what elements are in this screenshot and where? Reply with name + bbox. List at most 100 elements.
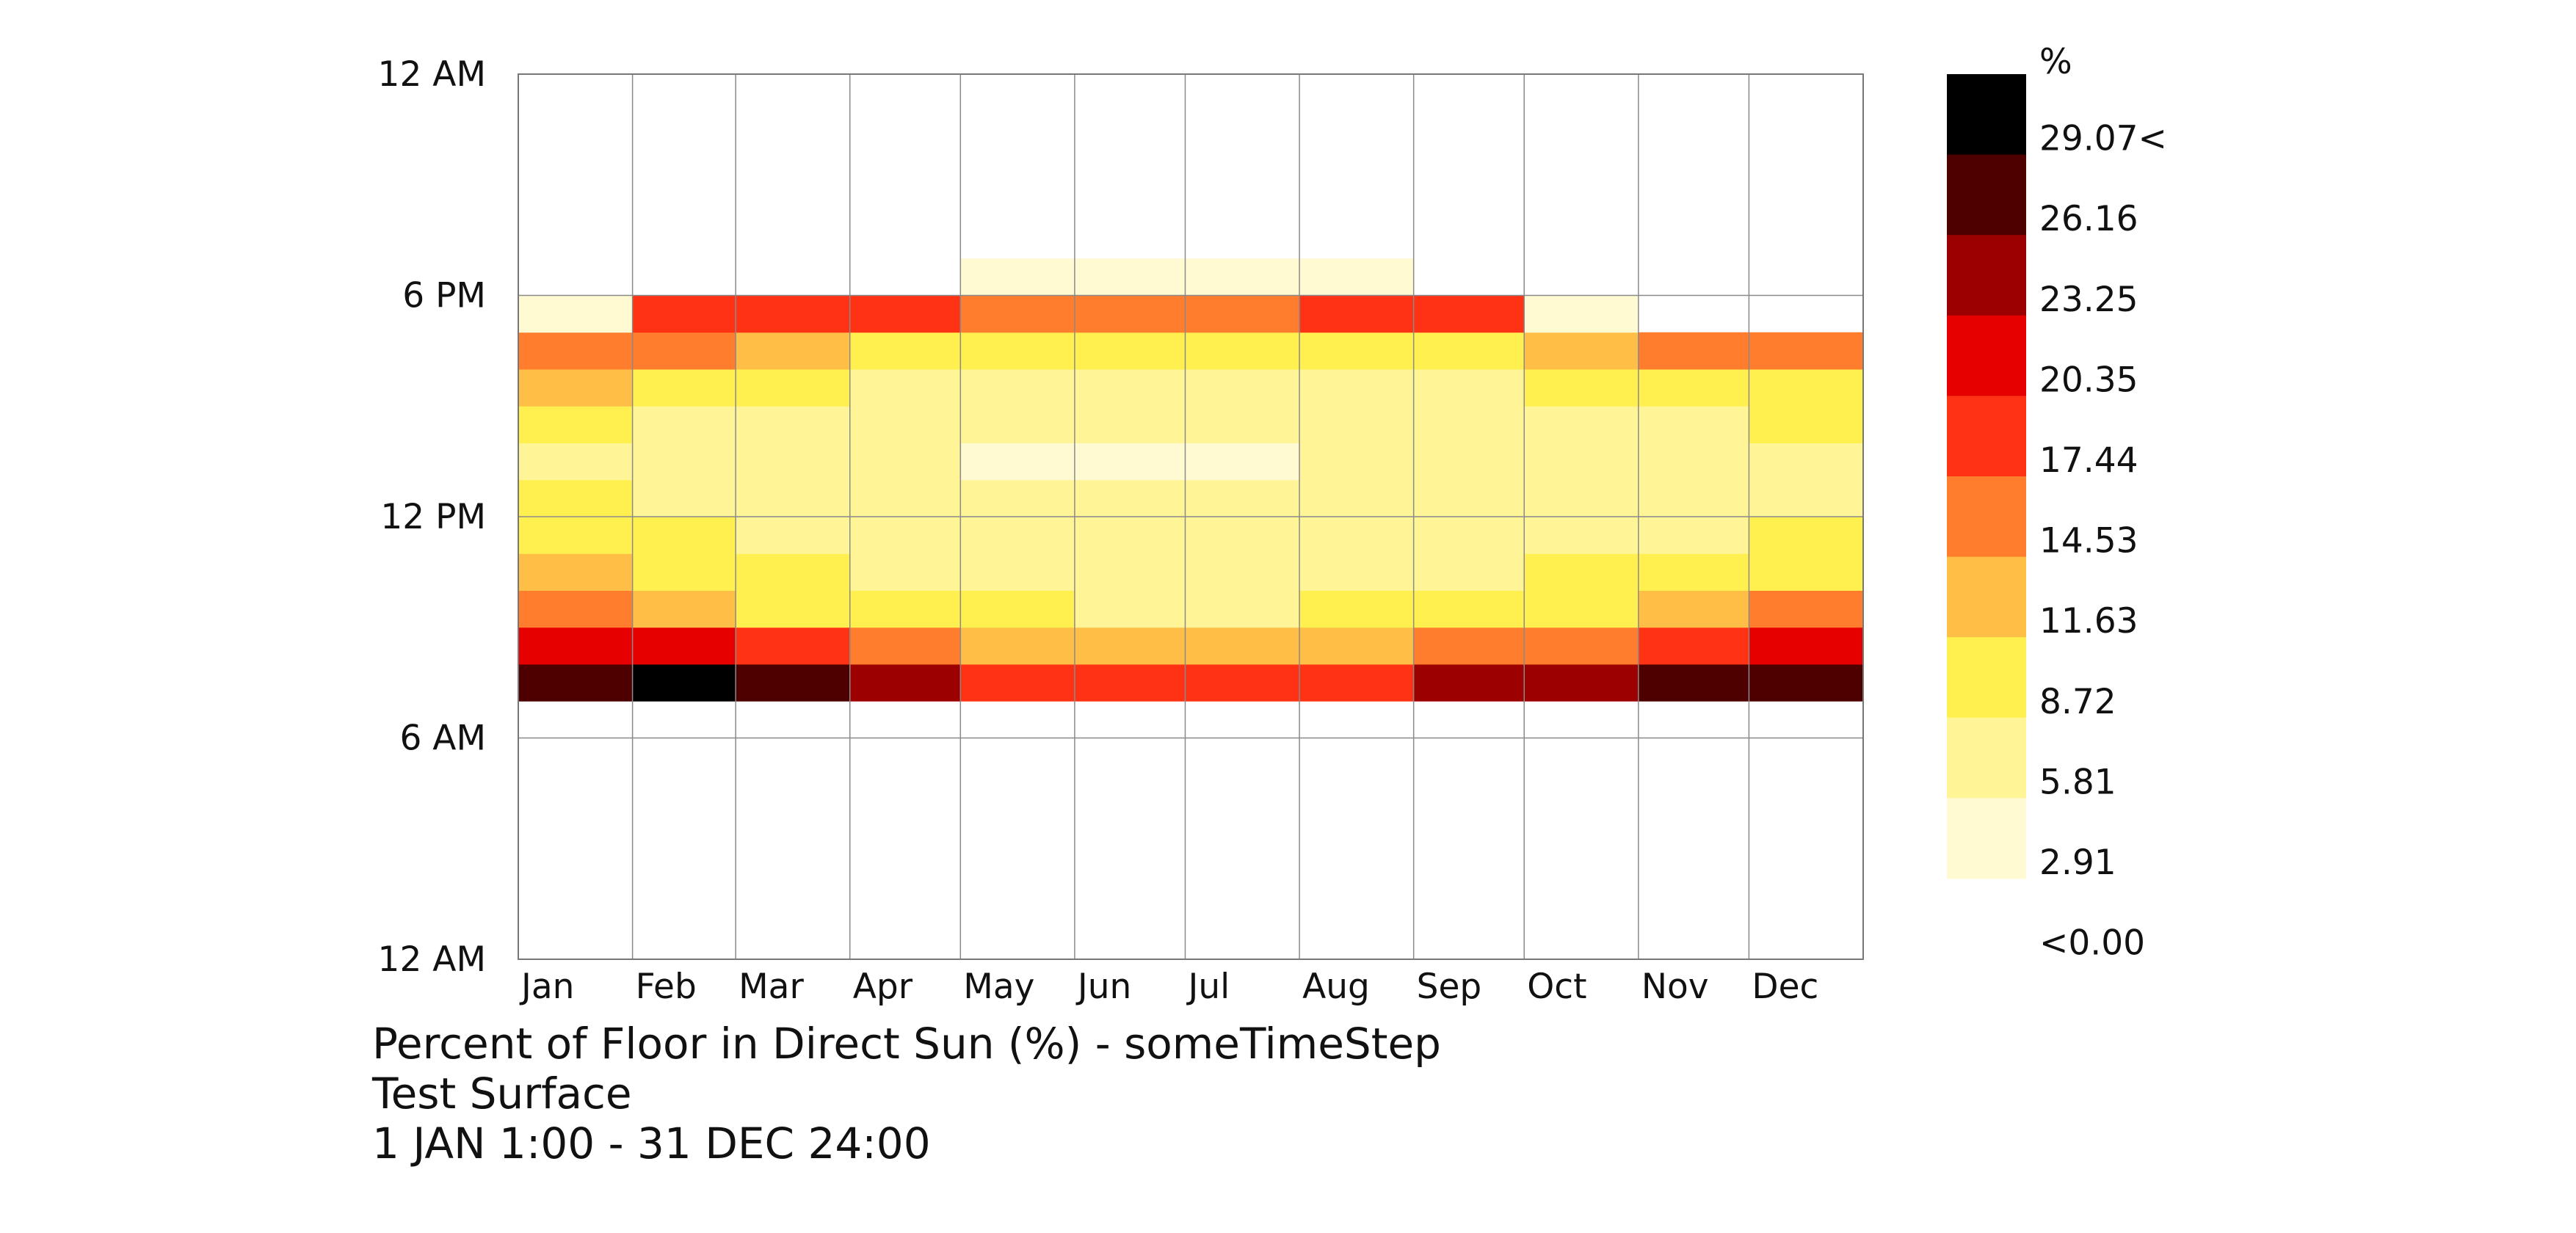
- heatmap-cell: [1185, 295, 1300, 333]
- heatmap-cell: [736, 479, 851, 517]
- heatmap-cell: [1638, 479, 1749, 517]
- heatmap-cell: [1413, 479, 1525, 517]
- heatmap-cell: [1299, 258, 1415, 296]
- heatmap-cell: [1299, 664, 1415, 702]
- heatmap-cell: [1749, 627, 1864, 665]
- heatmap-cell: [1074, 479, 1186, 517]
- heatmap-cell: [736, 517, 851, 554]
- heatmap-cell: [632, 553, 736, 591]
- legend-swatch: [1947, 154, 2026, 236]
- heatmap-cell: [1524, 627, 1639, 665]
- heatmap-cell: [1074, 369, 1186, 407]
- legend-label: 5.81: [2039, 762, 2116, 802]
- heatmap-cell: [736, 369, 851, 407]
- heatmap-cell: [1413, 590, 1525, 628]
- heatmap-cell: [1749, 517, 1864, 554]
- x-tick-label: Nov: [1641, 967, 1709, 1007]
- heatmap-cell: [1185, 664, 1300, 702]
- chart-title: Percent of Floor in Direct Sun (%) - som…: [372, 1019, 1441, 1069]
- heatmap-cell: [1299, 479, 1415, 517]
- heatmap-cell: [1638, 406, 1749, 443]
- heatmap-cell: [1524, 590, 1639, 628]
- heatmap-cell: [1074, 553, 1186, 591]
- heatmap-cell: [1185, 443, 1300, 481]
- heatmap-cell: [736, 406, 851, 443]
- heatmap-cell: [1749, 479, 1864, 517]
- heatmap-cell: [1749, 332, 1864, 370]
- heatmap-cell: [1185, 553, 1300, 591]
- heatmap-cell: [632, 479, 736, 517]
- heatmap-cell: [632, 295, 736, 333]
- heatmap-cell: [518, 590, 634, 628]
- heatmap-cell: [960, 406, 1075, 443]
- heatmap-cell: [849, 590, 961, 628]
- heatmap-cell: [1074, 295, 1186, 333]
- heatmap-cell: [1299, 443, 1415, 481]
- heatmap-cell: [1074, 443, 1186, 481]
- heatmap-cell: [518, 517, 634, 554]
- heatmap-cell: [1299, 517, 1415, 554]
- legend-label: 17.44: [2039, 440, 2138, 481]
- heatmap-cell: [632, 517, 736, 554]
- heatmap-cell: [1749, 664, 1864, 702]
- heatmap-cells: [518, 258, 1864, 702]
- heatmap-cell: [960, 627, 1075, 665]
- y-tick-label: 12 AM: [378, 54, 486, 95]
- legend-label: 14.53: [2039, 521, 2138, 561]
- heatmap-cell: [1638, 664, 1749, 702]
- heatmap-cell: [1413, 517, 1525, 554]
- heatmap-cell: [736, 664, 851, 702]
- heatmap-cell: [960, 553, 1075, 591]
- legend-label: 2.91: [2039, 843, 2116, 883]
- heatmap-cell: [1185, 369, 1300, 407]
- heatmap-cell: [1185, 406, 1300, 443]
- chart-period: 1 JAN 1:00 - 31 DEC 24:00: [372, 1119, 931, 1168]
- legend-swatch: [1947, 476, 2026, 558]
- color-legend: % 29.07< 26.16 23.25 20.35 17.44 14.53 11.63 8.…: [1947, 42, 2167, 964]
- heatmap-cell: [1185, 258, 1300, 296]
- heatmap-cell: [1749, 406, 1864, 443]
- heatmap-cell: [1299, 332, 1415, 370]
- legend-label: 8.72: [2039, 682, 2116, 722]
- heatmap-cell: [736, 627, 851, 665]
- x-tick-label: Feb: [636, 967, 697, 1007]
- y-tick-label: 12 AM: [378, 939, 486, 980]
- y-tick-label: 6 AM: [399, 719, 486, 759]
- legend-label: 20.35: [2039, 360, 2138, 400]
- heatmap-cell: [1749, 443, 1864, 481]
- plot-frame: [518, 73, 1864, 960]
- heatmap-cell: [1185, 517, 1300, 554]
- legend-swatch: [1947, 637, 2026, 719]
- legend-label: 23.25: [2039, 280, 2138, 320]
- heatmap-cell: [1185, 627, 1300, 665]
- heatmap-cell: [632, 406, 736, 443]
- heatmap-cell: [1749, 590, 1864, 628]
- heatmap-cell: [1524, 664, 1639, 702]
- heatmap-cell: [632, 664, 736, 702]
- heatmap-cell: [960, 369, 1075, 407]
- legend-unit: %: [2039, 42, 2072, 82]
- x-tick-label: Dec: [1752, 967, 1818, 1007]
- heatmap-cell: [849, 517, 961, 554]
- legend-label: <0.00: [2039, 923, 2145, 964]
- heatmap-cell: [1638, 627, 1749, 665]
- heatmap-cell: [849, 295, 961, 333]
- heatmap-cell: [1074, 590, 1186, 628]
- heatmap-cell: [960, 332, 1075, 370]
- heatmap-cell: [960, 517, 1075, 554]
- heatmap-cell: [960, 295, 1075, 333]
- legend-swatch: [1947, 235, 2026, 316]
- heatmap-cell: [518, 406, 634, 443]
- heatmap-cell: [849, 332, 961, 370]
- heatmap-cell: [736, 553, 851, 591]
- y-tick-label: 12 PM: [380, 497, 486, 537]
- heatmap-cell: [1413, 406, 1525, 443]
- heatmap-cell: [518, 332, 634, 370]
- heatmap-cell: [1524, 332, 1639, 370]
- heatmap-cell: [1413, 443, 1525, 481]
- heatmap-cell: [1185, 479, 1300, 517]
- x-axis-ticks: Jan Feb Mar Apr May Jun Jul Aug Sep Oct Nov Dec: [519, 967, 1818, 1007]
- heatmap-cell: [1299, 553, 1415, 591]
- legend-swatch: [1947, 556, 2026, 638]
